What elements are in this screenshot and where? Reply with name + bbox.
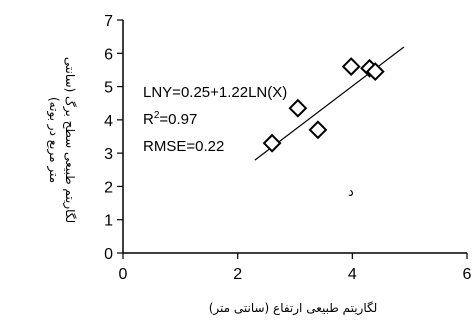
r-squared-label: R2=0.97: [143, 110, 197, 128]
y-tick-label: 4: [104, 113, 113, 130]
x-axis-title: لگاریتم طبیعی ارتفاع (سانتی متر): [209, 301, 378, 316]
trendline-group: [254, 46, 405, 161]
y-tick-label: 5: [104, 80, 113, 97]
data-point-diamond: [308, 120, 328, 140]
x-axis-ticks: 0 2 4 6: [119, 253, 472, 283]
panel-label: د: [348, 185, 354, 200]
trendline: [254, 46, 405, 161]
y-axis-ticks: 0 1 2 3 4 5 6 7: [104, 13, 123, 263]
x-tick-label: 6: [463, 266, 472, 283]
y-tick-label: 3: [104, 146, 113, 163]
data-point-diamond: [365, 62, 385, 82]
x-tick-label: 2: [233, 266, 242, 283]
axes: [122, 20, 467, 254]
data-points: [262, 57, 385, 153]
y-tick-label: 2: [104, 179, 113, 196]
equation-label: LNY=0.25+1.22LN(X): [143, 84, 287, 101]
x-tick-label: 4: [348, 266, 357, 283]
y-tick-label: 0: [104, 246, 113, 263]
data-point-diamond: [288, 98, 308, 118]
y-tick-label: 6: [104, 46, 113, 63]
data-point-diamond: [262, 133, 282, 153]
data-point-diamond: [341, 57, 361, 77]
y-tick-label: 7: [104, 13, 113, 30]
y-axis-title-line2: متر مربع در بوته): [46, 97, 61, 183]
y-tick-label: 1: [104, 213, 113, 230]
x-tick-label: 0: [119, 266, 128, 283]
y-axis-title-line1: لگاریتم طبیعی سطح برگ (سانتی: [62, 57, 77, 223]
rmse-label: RMSE=0.22: [143, 138, 224, 155]
